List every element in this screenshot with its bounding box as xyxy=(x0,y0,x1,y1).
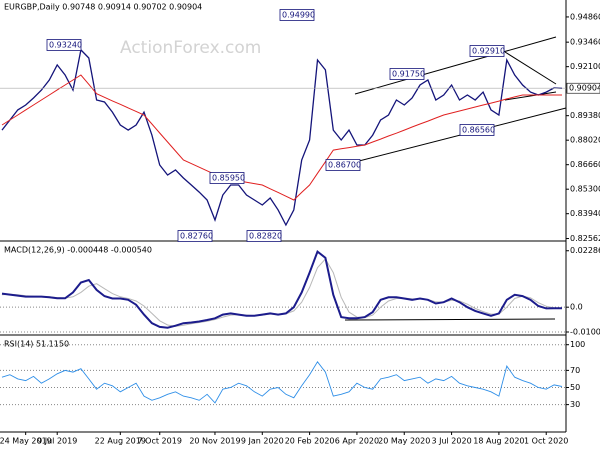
annotation: 0.86560 xyxy=(462,126,495,135)
x-tick-label: 7 Oct 2019 xyxy=(138,437,182,446)
y-tick-label: 70 xyxy=(570,366,580,375)
x-tick-label: 20 Feb 2020 xyxy=(285,437,335,446)
x-tick-label: 9 Jan 2020 xyxy=(241,437,284,446)
series-line xyxy=(1,74,562,201)
annotation-box xyxy=(246,230,282,242)
annotation-box xyxy=(46,39,82,51)
annotation: 0.82760 xyxy=(180,232,213,241)
annotation-box xyxy=(209,172,245,184)
annotation-box xyxy=(459,124,495,136)
annotation: 0.86700 xyxy=(328,161,361,170)
y-tick-label: 30 xyxy=(570,400,580,409)
trend-line xyxy=(504,91,557,101)
annotation: 0.85950 xyxy=(212,174,245,183)
y-tick-label: 0.94860 xyxy=(570,12,600,21)
series-line xyxy=(1,361,563,404)
y-tick-label: 100 xyxy=(570,340,585,349)
y-tick-label: 0.88020 xyxy=(570,136,600,145)
y-tick-label: 0.92100 xyxy=(570,62,600,71)
annotation: 0.93240 xyxy=(49,41,82,50)
annotation: 0.92910 xyxy=(472,47,505,56)
y-tick-label: 0.85300 xyxy=(570,185,600,194)
annotation: 0.91750 xyxy=(392,70,425,79)
annotation: 0.94990 xyxy=(282,11,315,20)
trend-line xyxy=(354,36,557,95)
y-tick-label: 0.86660 xyxy=(570,160,600,169)
y-tick-label: 50 xyxy=(570,383,580,392)
x-tick-label: 3 Jul 2020 xyxy=(431,437,471,446)
y-tick-label: 0.89380 xyxy=(570,111,600,120)
x-tick-label: 9 Jul 2019 xyxy=(37,437,77,446)
x-tick-label: 1 Oct 2020 xyxy=(524,437,568,446)
y-tick-label: 0.82562 xyxy=(570,234,600,243)
series-line xyxy=(1,48,563,227)
x-tick-label: 24 May 2019 xyxy=(0,437,52,446)
y-tick-label: 0.83940 xyxy=(570,209,600,218)
trend-line xyxy=(344,318,556,321)
x-tick-label: 20 Nov 2019 xyxy=(189,437,240,446)
panel-title: MACD(12,26,9) -0.000448 -0.000540 xyxy=(4,246,152,255)
annotation-box xyxy=(325,159,361,171)
current-price-box xyxy=(566,82,600,94)
x-tick-label: 18 Aug 2020 xyxy=(473,437,524,446)
annotation-box xyxy=(469,45,505,57)
x-tick-label: 20 May 2020 xyxy=(378,437,430,446)
x-tick-label: 22 Aug 2019 xyxy=(95,437,146,446)
series-line xyxy=(1,249,563,329)
watermark: ActionForex.com xyxy=(120,38,261,58)
y-tick-label: 0.93460 xyxy=(570,38,600,47)
y-tick-label: 0.0 xyxy=(570,303,583,312)
current-price-label: 0.90904 xyxy=(569,84,600,93)
annotation-box xyxy=(389,68,425,80)
annotation-box xyxy=(177,230,213,242)
x-tick-label: 6 Apr 2020 xyxy=(335,437,379,446)
y-tick-label: -0.010052 xyxy=(570,328,600,337)
panel-title: RSI(14) 51.1150 xyxy=(4,340,69,349)
annotation-box xyxy=(279,9,315,21)
trend-line xyxy=(504,51,557,85)
chart-title: EURGBP,Daily 0.90748 0.90914 0.90702 0.9… xyxy=(4,3,202,12)
y-tick-label: 0.022862 xyxy=(570,246,600,255)
annotation: 0.82820 xyxy=(249,232,282,241)
